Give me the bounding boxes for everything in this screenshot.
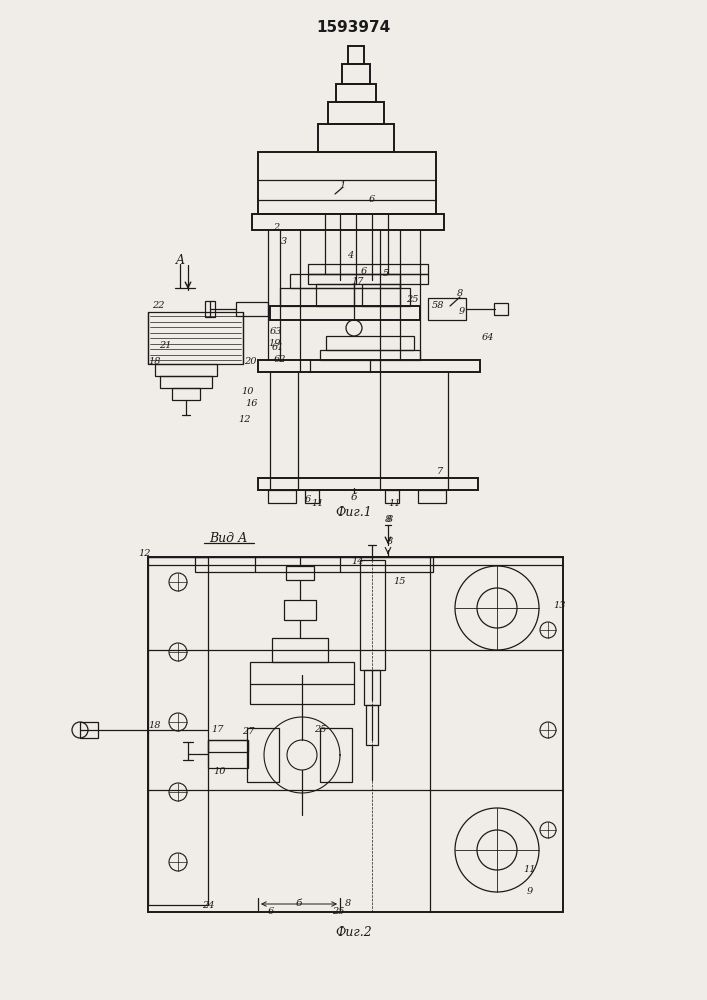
Bar [148, 557, 563, 912]
Text: 8: 8 [345, 900, 351, 908]
Bar [172, 388, 200, 400]
Bar [360, 560, 385, 670]
Text: 8: 8 [385, 516, 391, 524]
Bar [155, 364, 217, 376]
Bar [258, 478, 478, 490]
Bar [80, 722, 98, 738]
Text: 25: 25 [314, 726, 326, 734]
Bar [320, 350, 420, 360]
Text: 3: 3 [281, 237, 287, 246]
Text: 6: 6 [268, 908, 274, 916]
Bar [428, 298, 466, 320]
Text: 13: 13 [554, 600, 566, 609]
Bar [268, 490, 296, 503]
Text: 14: 14 [352, 558, 364, 566]
Text: Фиг.1: Фиг.1 [336, 506, 373, 518]
Bar [160, 376, 212, 388]
Bar [316, 284, 354, 306]
Text: 21: 21 [159, 340, 171, 350]
Bar [208, 740, 248, 752]
Text: 9: 9 [527, 888, 533, 896]
Text: 61: 61 [271, 344, 284, 353]
Bar [364, 670, 380, 705]
Bar [342, 64, 370, 84]
Text: 7: 7 [437, 468, 443, 477]
Text: 17: 17 [352, 277, 364, 286]
Text: 58: 58 [432, 302, 444, 310]
Text: 25: 25 [406, 296, 419, 304]
Bar [326, 336, 414, 350]
Text: 62: 62 [274, 356, 286, 364]
Text: 19: 19 [269, 340, 281, 349]
Text: 25: 25 [332, 908, 344, 916]
Text: 11: 11 [312, 498, 325, 508]
Text: 16: 16 [246, 398, 258, 408]
Text: 5: 5 [383, 269, 389, 278]
Text: 22: 22 [152, 302, 164, 310]
Text: 24: 24 [201, 900, 214, 910]
Text: 9: 9 [459, 308, 465, 316]
Bar [272, 638, 328, 662]
Text: 12: 12 [239, 416, 251, 424]
Text: 6: 6 [361, 267, 367, 276]
Text: б: б [351, 493, 357, 502]
Bar [236, 302, 268, 316]
Text: 10: 10 [242, 387, 255, 396]
Bar [208, 740, 248, 768]
Bar [366, 705, 378, 745]
Bar [250, 662, 354, 704]
Text: 4: 4 [347, 250, 353, 259]
Text: 20: 20 [244, 358, 256, 366]
Bar [270, 306, 420, 320]
Bar [205, 301, 215, 317]
Text: 63: 63 [270, 328, 282, 336]
Text: 27: 27 [242, 728, 255, 736]
Text: 11: 11 [389, 498, 402, 508]
Text: 6: 6 [369, 196, 375, 205]
Bar [252, 214, 444, 230]
Text: 18: 18 [148, 720, 161, 730]
Bar [305, 490, 319, 503]
Bar [320, 728, 352, 782]
Bar [336, 84, 376, 102]
Bar [494, 303, 508, 315]
Bar [148, 557, 208, 905]
Text: 8: 8 [457, 290, 463, 298]
Bar [258, 360, 480, 372]
Bar [385, 490, 399, 503]
Text: 2: 2 [273, 223, 279, 232]
Text: 1593974: 1593974 [316, 20, 390, 35]
Bar [318, 124, 394, 152]
Bar [286, 566, 314, 580]
Bar [280, 288, 410, 306]
Text: 8: 8 [387, 516, 393, 524]
Text: 18: 18 [148, 358, 161, 366]
Text: 8: 8 [387, 538, 393, 546]
Text: 12: 12 [139, 548, 151, 558]
Text: 10: 10 [214, 768, 226, 776]
Bar [290, 274, 400, 288]
Text: 15: 15 [394, 578, 407, 586]
Bar [348, 46, 364, 64]
Text: 1: 1 [339, 180, 345, 190]
Bar [247, 728, 279, 782]
Bar [258, 152, 436, 214]
Bar [328, 102, 384, 124]
Bar [308, 274, 428, 284]
Text: 11: 11 [524, 865, 536, 874]
Text: Фиг.2: Фиг.2 [336, 926, 373, 938]
Bar [195, 557, 433, 572]
Bar [308, 264, 428, 274]
Text: 64: 64 [481, 334, 494, 342]
Text: б: б [296, 900, 302, 908]
Bar [418, 490, 446, 503]
Bar [284, 600, 316, 620]
Text: 17: 17 [212, 726, 224, 734]
Bar [148, 312, 243, 364]
Text: 6: 6 [305, 495, 311, 504]
Bar [362, 284, 400, 306]
Text: Вид А: Вид А [209, 532, 247, 544]
Text: A: A [175, 253, 185, 266]
